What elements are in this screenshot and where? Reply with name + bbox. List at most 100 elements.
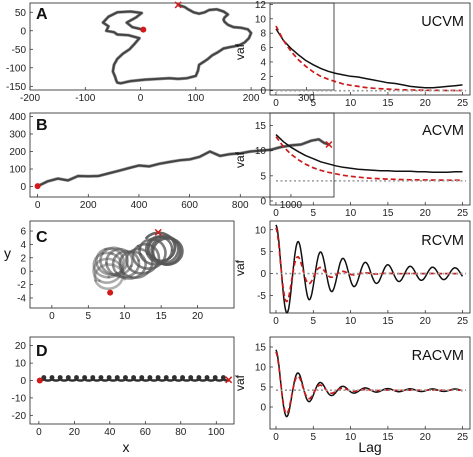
panel-UCVM-xtick-label: 25 xyxy=(457,98,469,109)
panel-C-xtick-label: 5 xyxy=(86,311,92,322)
panel-D-xtick-label: 40 xyxy=(104,427,116,438)
panel-UCVM-ytick-label: 2 xyxy=(260,72,266,83)
panel-RCVM-xtick-label: 10 xyxy=(345,316,357,327)
trajectory-y-axis-label: y xyxy=(4,245,11,261)
panel-C-ytick-label: -2 xyxy=(17,280,26,291)
panel-ACVM-xtick-label: 15 xyxy=(382,208,394,219)
panel-UCVM-empirical-curve xyxy=(275,28,463,89)
panel-D-xtick-label: 0 xyxy=(36,427,42,438)
panel-RCVM-ytick-label: 10 xyxy=(255,225,267,236)
panel-RCVM-frame xyxy=(269,220,471,314)
panel-D-ytick-label: -10 xyxy=(12,393,27,404)
panel-C-loop-segment xyxy=(125,247,149,275)
panel-RCVM-acf: RCVM vaf 0 5 10 15 20 25 -5 0 5 10 xyxy=(233,220,471,327)
panel-B-xtick-label: 400 xyxy=(131,200,148,211)
panel-B-xtick-label: 0 xyxy=(35,200,41,211)
panel-A-letter: A xyxy=(36,6,48,23)
panel-C-start-marker xyxy=(107,289,114,296)
panel-B-end-marker xyxy=(325,140,333,149)
panel-RACVM-xtick-label: 20 xyxy=(420,432,432,443)
panel-D-xtick-label: 20 xyxy=(69,427,81,438)
panel-C-xtick-label: 0 xyxy=(49,311,55,322)
panel-C-frame xyxy=(29,220,235,309)
panel-RACVM-xtick-label: 5 xyxy=(311,432,317,443)
panel-C-loop-segment xyxy=(147,235,171,263)
panel-D-trajectory: D 0 20 40 60 80 100 -20 -10 0 10 20 xyxy=(12,336,235,438)
panel-C-loop-segment xyxy=(151,236,175,266)
panel-A-xtick-label: 0 xyxy=(138,93,144,104)
panel-A-ytick-label: -150 xyxy=(6,82,26,93)
panel-RACVM-xtick-label: 10 xyxy=(345,432,357,443)
panel-C-loop-segment xyxy=(111,250,140,275)
panel-D-xtick-label: 60 xyxy=(140,427,152,438)
panel-B-letter: B xyxy=(36,117,48,134)
panel-ACVM-xtick-label: 20 xyxy=(420,208,432,219)
panel-RCVM-xtick-label: 0 xyxy=(273,316,279,327)
panel-A-start-marker xyxy=(140,26,147,33)
panel-ACVM-ytick-label: 5 xyxy=(260,171,266,182)
panel-UCVM-xtick-label: 15 xyxy=(382,98,394,109)
panel-A-xtick-label: 100 xyxy=(187,93,204,104)
panel-A-frame xyxy=(29,2,335,91)
panel-ACVM-ylabel: vaf xyxy=(233,151,247,168)
panel-RACVM-xtick-label: 0 xyxy=(273,432,279,443)
panel-C-xtick-label: 15 xyxy=(156,311,168,322)
panel-A-track-shadow xyxy=(101,3,253,85)
panel-RACVM-ytick-label: 0 xyxy=(260,403,266,414)
panel-ACVM-xtick-label: 25 xyxy=(457,208,469,219)
panel-B-start-marker xyxy=(34,183,41,190)
panel-D-ytick-label: 20 xyxy=(15,341,27,352)
panel-RACVM-ytick-label: 15 xyxy=(255,343,267,354)
acf-x-axis-label: Lag xyxy=(358,439,381,455)
panel-A-xtick-label: -200 xyxy=(20,93,40,104)
panel-D-track xyxy=(38,375,230,382)
panel-C-loop-segment xyxy=(146,241,180,265)
panel-RACVM-model-curve xyxy=(275,351,463,415)
panel-C-letter: C xyxy=(36,229,48,246)
panel-C-end-marker xyxy=(154,228,162,236)
panel-UCVM-acf: UCVM vaf 0 5 10 15 20 25 0 2 4 6 8 10 12 xyxy=(233,0,471,109)
panel-D-xtick-label: 100 xyxy=(208,427,225,438)
panel-RCVM-xtick-label: 15 xyxy=(382,316,394,327)
panel-D-ytick-label: 10 xyxy=(15,359,27,370)
panel-A-xtick-label: 300 xyxy=(298,93,315,104)
panel-C-trajectory: C 0 5 10 15 20 -4 -2 0 2 4 6 xyxy=(17,220,235,322)
panel-UCVM-xtick-label: 0 xyxy=(273,98,279,109)
panel-RACVM-xtick-label: 25 xyxy=(457,432,469,443)
panel-C-xtick-label: 10 xyxy=(119,311,131,322)
panel-ACVM-xtick-label: 10 xyxy=(345,208,357,219)
panel-UCVM-xtick-label: 5 xyxy=(311,98,317,109)
panel-C-ytick-label: 4 xyxy=(20,240,26,251)
panel-RCVM-ytick-label: 0 xyxy=(260,269,266,280)
panel-D-start-marker xyxy=(36,377,43,384)
panel-UCVM-ytick-label: 12 xyxy=(255,0,267,11)
panel-D-xtick-label: 80 xyxy=(175,427,187,438)
panel-UCVM-model-curve xyxy=(275,25,463,92)
panel-C-ytick-label: 6 xyxy=(20,227,26,238)
panel-RACVM-acf: RACVM vaf 0 5 10 15 20 25 0 5 10 15 xyxy=(233,336,471,443)
panel-D-ytick-label: 0 xyxy=(20,376,26,387)
panel-B-ytick-label: 0 xyxy=(20,182,26,193)
panel-C-loop-segment xyxy=(99,252,133,277)
panel-B-ytick-label: 200 xyxy=(9,147,26,158)
panel-ACVM-ytick-label: 0 xyxy=(260,196,266,207)
panel-RCVM-xtick-label: 5 xyxy=(311,316,317,327)
panel-B-track xyxy=(36,138,330,188)
panel-RACVM-xtick-label: 15 xyxy=(382,432,394,443)
panel-A-ytick-label: -50 xyxy=(12,45,27,56)
panel-C-ytick-label: 2 xyxy=(20,253,26,264)
panel-RCVM-title: RCVM xyxy=(421,233,464,249)
panel-B-xtick-label: 200 xyxy=(80,200,97,211)
panel-A-xtick-label: -100 xyxy=(75,93,95,104)
panel-A-ytick-label: -100 xyxy=(6,63,26,74)
panel-C-ytick-label: -4 xyxy=(17,293,26,304)
panel-ACVM-model-curve xyxy=(275,136,463,182)
panel-A-ytick-label: 0 xyxy=(20,26,26,37)
panel-RCVM-ytick-label: 5 xyxy=(260,247,266,258)
panel-RCVM-model-curve xyxy=(275,227,463,303)
panel-D-letter: D xyxy=(36,343,48,360)
panel-B-xtick-label: 600 xyxy=(181,200,198,211)
panel-UCVM-ytick-label: 0 xyxy=(260,86,266,97)
panel-ACVM-empirical-curve xyxy=(275,134,463,174)
